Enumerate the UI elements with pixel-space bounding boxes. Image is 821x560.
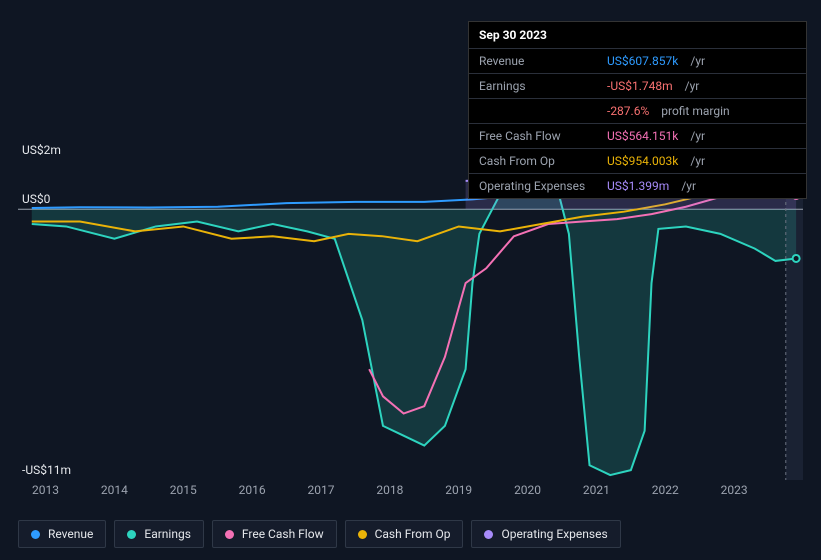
tooltip-row: Revenue US$607.857k/yr: [469, 49, 806, 74]
stage: US$2m US$0 -US$11m 2013 2014 2015 2016 2017 2018…: [0, 0, 821, 560]
legend-swatch: [225, 530, 234, 539]
svg-text:2023: 2023: [721, 483, 748, 497]
legend-swatch: [484, 530, 493, 539]
svg-text:2017: 2017: [307, 483, 334, 497]
tooltip-metric-value: -US$1.748m: [607, 79, 673, 93]
legend-swatch: [31, 530, 40, 539]
svg-text:US$0: US$0: [22, 192, 51, 206]
tooltip-extra-text: profit margin: [661, 104, 729, 118]
tooltip-row: Operating Expenses US$1.399m/yr: [469, 174, 806, 198]
legend-item[interactable]: Revenue: [18, 520, 106, 548]
legend-label: Operating Expenses: [501, 527, 607, 541]
tooltip-unit: /yr: [685, 79, 700, 93]
legend-label: Cash From Op: [375, 527, 451, 541]
tooltip-metric-value: US$1.399m: [607, 179, 669, 193]
tooltip-unit: /yr: [690, 129, 705, 143]
legend-item[interactable]: Cash From Op: [345, 520, 464, 548]
tooltip-row-extra: -287.6% profit margin: [469, 99, 806, 124]
legend-label: Free Cash Flow: [242, 527, 324, 541]
legend-label: Earnings: [144, 527, 191, 541]
legend-swatch: [127, 530, 136, 539]
tooltip-metric-value: US$564.151k: [607, 129, 678, 143]
svg-text:2015: 2015: [170, 483, 197, 497]
tooltip-row: Cash From Op US$954.003k/yr: [469, 149, 806, 174]
svg-text:2014: 2014: [101, 483, 128, 497]
tooltip-unit: /yr: [690, 154, 705, 168]
svg-text:2016: 2016: [239, 483, 266, 497]
tooltip-metric-label: Cash From Op: [479, 154, 599, 168]
tooltip-metric-label: Operating Expenses: [479, 179, 599, 193]
tooltip-metric-label: Earnings: [479, 79, 599, 93]
chart-legend: Revenue Earnings Free Cash Flow Cash From O…: [18, 520, 621, 548]
svg-text:US$2m: US$2m: [22, 143, 61, 157]
svg-text:2018: 2018: [376, 483, 403, 497]
legend-label: Revenue: [48, 527, 93, 541]
tooltip-metric-value: US$954.003k: [607, 154, 678, 168]
tooltip-metric-label: Free Cash Flow: [479, 129, 599, 143]
tooltip-unit: /yr: [681, 179, 696, 193]
svg-text:2019: 2019: [445, 483, 472, 497]
tooltip-metric-label: Revenue: [479, 54, 599, 68]
legend-item[interactable]: Operating Expenses: [471, 520, 620, 548]
svg-text:-US$11m: -US$11m: [22, 463, 71, 477]
svg-text:2022: 2022: [652, 483, 679, 497]
svg-text:2021: 2021: [583, 483, 610, 497]
tooltip-row: Free Cash Flow US$564.151k/yr: [469, 124, 806, 149]
tooltip-row: Earnings -US$1.748m/yr: [469, 74, 806, 99]
tooltip-metric-value: US$607.857k: [607, 54, 678, 68]
legend-item[interactable]: Earnings: [114, 520, 204, 548]
legend-item[interactable]: Free Cash Flow: [212, 520, 337, 548]
chart-tooltip: Sep 30 2023 RevenueUS$607.857k/yrEarning…: [468, 21, 807, 199]
tooltip-extra-value: -287.6%: [607, 104, 649, 118]
tooltip-date: Sep 30 2023: [469, 22, 806, 49]
legend-swatch: [358, 530, 367, 539]
tooltip-unit: /yr: [690, 54, 705, 68]
svg-text:2020: 2020: [514, 483, 541, 497]
svg-text:2013: 2013: [32, 483, 59, 497]
